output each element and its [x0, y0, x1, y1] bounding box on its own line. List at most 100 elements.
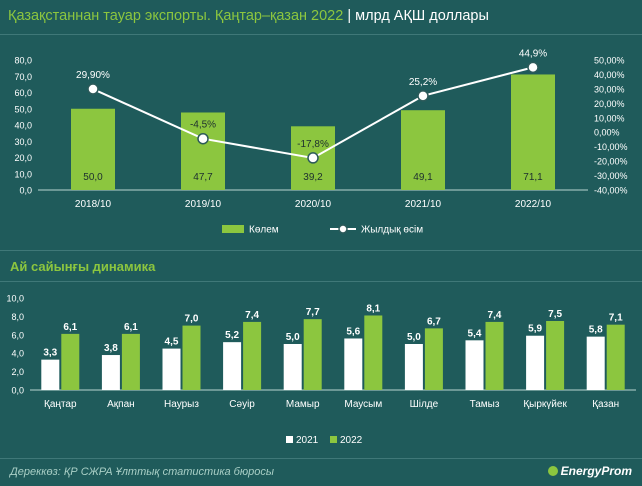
bar-2021	[586, 336, 605, 390]
growth-value-label: 29,90%	[76, 70, 110, 81]
bar-2021	[465, 340, 484, 390]
bar-2021	[344, 338, 363, 390]
legend-label-2021: 2021	[296, 435, 319, 446]
bar-2022	[303, 319, 322, 390]
x-tick-label: Қаңтар	[44, 399, 77, 410]
y-tick-label: 10,0	[14, 169, 32, 179]
bar-2022-value-label: 6,7	[427, 316, 441, 327]
bar-2022	[606, 324, 625, 390]
source-note: Дереккөз: ҚР СЖРА Ұлттық статистика бюро…	[10, 466, 274, 478]
bar-2021	[101, 355, 120, 390]
y-tick-label: 80,0	[14, 56, 32, 66]
y2-tick-label: 30,00%	[594, 84, 625, 94]
y-tick-label: 0,0	[11, 386, 24, 396]
bar-volume	[71, 108, 115, 190]
bar-2021-value-label: 5,4	[468, 328, 482, 339]
bar-2021-value-label: 5,6	[346, 326, 360, 337]
y-tick-label: 40,0	[14, 121, 32, 131]
bar-2021	[283, 344, 302, 390]
brand-name: EnergyProm	[560, 464, 632, 478]
y2-tick-label: 0,00%	[594, 128, 620, 138]
x-tick-label: Маусым	[344, 399, 382, 410]
bar-2021-value-label: 5,2	[225, 330, 239, 341]
growth-value-label: -4,5%	[190, 120, 216, 131]
bar-2021	[41, 359, 60, 390]
y2-tick-label: -30,00%	[594, 171, 628, 181]
y-tick-label: 0,0	[19, 186, 32, 196]
bar-volume	[401, 110, 445, 190]
bar-2022-value-label: 6,1	[63, 322, 77, 333]
x-tick-label: Сәуір	[229, 399, 255, 410]
bar-2021-value-label: 3,3	[43, 348, 57, 359]
bar-2022	[364, 315, 383, 390]
y2-tick-label: -20,00%	[594, 157, 628, 167]
y-tick-label: 6,0	[11, 330, 24, 340]
bar-value-label: 71,1	[523, 172, 543, 183]
x-tick-label: 2019/10	[185, 199, 222, 210]
bar-2021	[223, 342, 242, 390]
bar-2022	[182, 325, 201, 390]
growth-value-label: -17,8%	[297, 139, 329, 150]
bar-2021-value-label: 5,9	[528, 324, 542, 335]
brand-icon	[547, 466, 558, 476]
bar-value-label: 50,0	[83, 172, 103, 183]
legend-label-volume: Көлем	[249, 225, 279, 236]
footer-divider	[0, 458, 642, 459]
y2-tick-label: -10,00%	[594, 142, 628, 152]
title-divider	[0, 34, 642, 35]
y2-tick-label: 10,00%	[594, 113, 625, 123]
bar-2022-value-label: 7,4	[488, 310, 502, 321]
x-tick-label: Наурыз	[164, 399, 199, 410]
bar-volume	[181, 112, 225, 190]
bar-2022	[61, 333, 80, 390]
brand-logo: EnergyProm	[547, 464, 632, 478]
bar-2022	[121, 333, 140, 390]
y2-tick-label: 40,00%	[594, 70, 625, 80]
bar-2022-value-label: 7,7	[306, 307, 320, 318]
x-tick-label: 2020/10	[295, 199, 332, 210]
bar-2021-value-label: 5,0	[407, 332, 421, 343]
x-tick-label: Шілде	[410, 399, 439, 410]
y-tick-label: 30,0	[14, 137, 32, 147]
bar-value-label: 39,2	[303, 172, 323, 183]
x-tick-label: Қазан	[592, 399, 619, 410]
x-tick-label: Қыркүйек	[523, 399, 567, 410]
monthly-dynamics-chart: 0,0 2,0 4,0 6,0 8,0 10,0 3,3 6,1 Қаңтар 3,8 6,1 Ақп…	[6, 294, 636, 446]
y-tick-label: 10,0	[6, 294, 24, 304]
y-tick-label: 50,0	[14, 104, 32, 114]
title-separator: |	[347, 8, 352, 24]
y-tick-label: 4,0	[11, 349, 24, 359]
bar-2021	[404, 344, 423, 390]
bar-value-label: 47,7	[193, 172, 213, 183]
bar-2021-value-label: 4,5	[165, 337, 179, 348]
y2-tick-label: 50,00%	[594, 56, 625, 66]
y2-tick-label: 20,00%	[594, 99, 625, 109]
growth-point	[87, 83, 99, 95]
bar-2022-value-label: 6,1	[124, 322, 138, 333]
growth-point	[417, 90, 429, 102]
bar-2022-value-label: 7,1	[609, 313, 623, 324]
growth-point	[307, 152, 319, 164]
y-tick-label: 2,0	[11, 367, 24, 377]
bar-2022-value-label: 7,4	[245, 310, 259, 321]
x-tick-label: 2022/10	[515, 199, 552, 210]
y-tick-label: 8,0	[11, 312, 24, 322]
bar-2022-value-label: 8,1	[366, 303, 380, 314]
growth-value-label: 44,9%	[519, 48, 547, 59]
x-tick-label: 2021/10	[405, 199, 442, 210]
title-main: Қазақстаннан тауар экспорты. Қаңтар–қаза…	[8, 8, 344, 24]
annual-export-chart: 0,0 10,0 20,0 30,0 40,0 50,0 60,0 70,0 80,0 -40,0…	[14, 48, 628, 236]
bar-2022	[243, 321, 262, 390]
y-tick-label: 60,0	[14, 88, 32, 98]
growth-value-label: 25,2%	[409, 77, 437, 88]
legend-swatch-2021	[286, 436, 293, 443]
page-title: Қазақстаннан тауар экспорты. Қаңтар–қаза…	[8, 8, 489, 24]
x-tick-label: Ақпан	[107, 399, 135, 410]
x-tick-label: Тамыз	[470, 399, 500, 410]
growth-point	[197, 132, 209, 145]
bar-2022-value-label: 7,5	[548, 309, 562, 320]
legend-swatch-2022	[330, 436, 337, 443]
bar-2022-value-label: 7,0	[185, 314, 199, 325]
legend-label-growth: Жылдық өсім	[361, 225, 423, 236]
